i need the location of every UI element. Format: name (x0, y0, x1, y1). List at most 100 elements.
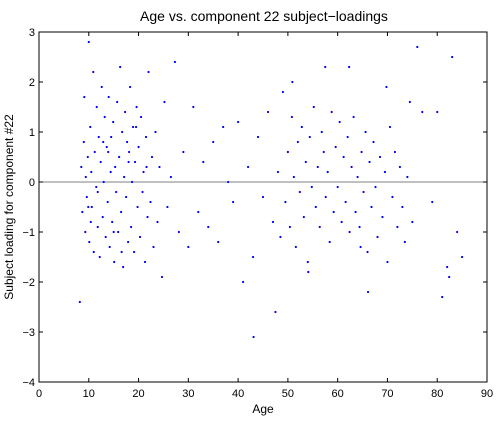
chart-title: Age vs. component 22 subject−loadings (140, 8, 388, 24)
y-tick-label: −1 (22, 227, 35, 239)
data-point (99, 160, 102, 164)
data-point (356, 175, 359, 179)
y-tick-label: −2 (22, 277, 35, 289)
data-point (131, 125, 135, 129)
data-point (78, 300, 81, 304)
data-point (366, 250, 369, 254)
data-point (86, 155, 89, 159)
data-point (96, 190, 99, 194)
data-point (110, 135, 113, 139)
data-point (146, 215, 149, 219)
data-point (266, 110, 270, 114)
data-point (136, 205, 139, 209)
data-point (112, 230, 115, 234)
data-point (98, 255, 101, 259)
data-point (84, 230, 87, 234)
data-point (302, 215, 305, 219)
data-point (330, 110, 333, 114)
data-point (82, 140, 85, 144)
data-point (324, 195, 327, 199)
data-point (88, 240, 91, 244)
data-point (312, 105, 315, 109)
x-tick-label: 10 (83, 388, 95, 400)
y-tick-label: −4 (22, 377, 35, 389)
data-point (207, 225, 210, 229)
data-point (177, 230, 180, 234)
data-point (227, 180, 230, 184)
data-point (105, 145, 108, 149)
data-point (252, 335, 255, 339)
data-point (461, 255, 464, 259)
data-point (92, 250, 95, 254)
data-point (100, 85, 103, 89)
plot-area: 0 10 20 30 40 50 60 70 80 90 −4 −3 −2 −1 0 1 2 3 (22, 27, 493, 400)
data-point (141, 190, 144, 194)
data-point (117, 230, 120, 234)
data-point (294, 245, 297, 249)
data-point (130, 180, 134, 184)
data-point (108, 245, 111, 249)
data-point (222, 125, 225, 129)
data-point (328, 240, 331, 244)
data-point (391, 195, 394, 199)
data-point (358, 225, 361, 229)
data-point (324, 65, 327, 69)
data-point (448, 275, 451, 279)
data-point (232, 200, 235, 204)
data-point (149, 200, 152, 204)
data-point (85, 195, 88, 199)
data-point (292, 175, 295, 179)
data-point (456, 230, 459, 234)
data-point (106, 200, 109, 204)
data-point (261, 195, 265, 199)
data-point (127, 240, 130, 244)
data-point (150, 155, 154, 159)
axes-box (38, 31, 488, 383)
y-axis-label: Subject loading for component #22 (2, 114, 16, 300)
data-point (197, 210, 200, 214)
data-point (87, 40, 90, 44)
data-point (187, 245, 190, 249)
data-point (342, 155, 345, 159)
data-point (144, 135, 148, 139)
data-point (93, 150, 96, 154)
data-point (89, 125, 92, 129)
data-point (173, 60, 176, 64)
data-point (288, 225, 291, 229)
data-point (366, 290, 370, 294)
data-point (102, 180, 105, 184)
x-tick-label: 20 (132, 388, 144, 400)
data-point (87, 205, 90, 209)
data-point (102, 140, 105, 144)
data-point (359, 245, 362, 249)
data-point (90, 170, 93, 174)
data-point (354, 210, 357, 214)
data-point (376, 235, 379, 239)
data-point (120, 210, 123, 214)
data-point (332, 210, 335, 214)
data-point (107, 95, 110, 99)
x-tick-label: 60 (332, 388, 344, 400)
data-point (451, 55, 454, 59)
data-point (436, 110, 439, 114)
data-point (132, 250, 136, 254)
data-point (246, 165, 250, 169)
data-point (139, 115, 143, 119)
data-point (116, 100, 119, 104)
y-tick-label: 0 (29, 177, 35, 189)
data-point (192, 105, 195, 109)
data-point (340, 220, 343, 224)
data-point (119, 65, 122, 69)
data-point (101, 215, 104, 219)
data-point (290, 115, 293, 119)
data-point (386, 260, 389, 264)
data-point (237, 120, 240, 124)
data-point (403, 240, 406, 244)
data-point (81, 210, 84, 214)
data-point (115, 190, 118, 194)
data-point (118, 155, 121, 159)
data-point (217, 240, 220, 244)
data-point (124, 110, 127, 114)
data-point (112, 120, 115, 124)
